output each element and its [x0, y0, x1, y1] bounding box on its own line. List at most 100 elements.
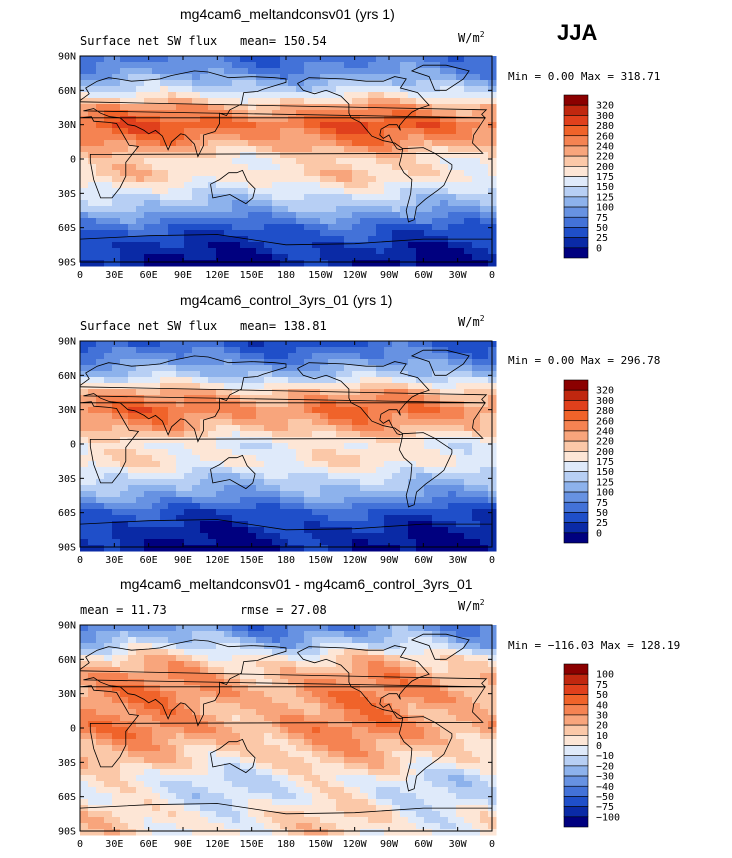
heatmap-cell — [352, 224, 361, 231]
heatmap-cell — [376, 134, 385, 141]
heatmap-cell — [472, 98, 481, 105]
heatmap-cell — [464, 110, 473, 117]
heatmap-cell — [312, 134, 321, 141]
heatmap-cell — [344, 92, 353, 99]
heatmap-cell — [456, 461, 465, 468]
heatmap-cell — [96, 625, 105, 632]
heatmap-cell — [336, 158, 345, 165]
heatmap-cell — [112, 655, 121, 662]
heatmap-cell — [192, 188, 201, 195]
heatmap-cell — [336, 365, 345, 372]
heatmap-cell — [368, 437, 377, 444]
heatmap-cell — [256, 691, 265, 698]
heatmap-cell — [128, 497, 137, 504]
heatmap-cell — [440, 110, 449, 117]
heatmap-cell — [304, 194, 313, 201]
heatmap-cell — [144, 365, 153, 372]
heatmap-cell — [448, 389, 457, 396]
heatmap-cell — [448, 691, 457, 698]
heatmap-cell — [264, 407, 273, 414]
heatmap-cell — [360, 527, 369, 534]
heatmap-cell — [224, 443, 233, 450]
heatmap-cell — [120, 649, 129, 656]
heatmap-cell — [136, 377, 145, 384]
heatmap-cell — [264, 703, 273, 710]
heatmap-cell — [112, 637, 121, 644]
heatmap-cell — [248, 260, 257, 267]
heatmap-cell — [184, 497, 193, 504]
heatmap-cell — [344, 56, 353, 63]
heatmap-cell — [208, 625, 217, 632]
heatmap-cell — [440, 254, 449, 261]
heatmap-cell — [448, 248, 457, 255]
heatmap-cell — [192, 224, 201, 231]
heatmap-cell — [464, 176, 473, 183]
heatmap-cell — [296, 691, 305, 698]
heatmap-cell — [232, 62, 241, 69]
heatmap-cell — [328, 218, 337, 225]
heatmap-cell — [248, 667, 257, 674]
heatmap-cell — [416, 625, 425, 632]
heatmap-cell — [160, 709, 169, 716]
colorbar-swatch — [563, 206, 589, 218]
colorbar-label: 75 — [596, 498, 608, 509]
heatmap-cell — [392, 539, 401, 546]
heatmap-cell — [416, 739, 425, 746]
heatmap-cell — [296, 539, 305, 546]
heatmap-cell — [240, 176, 249, 183]
heatmap-cell — [456, 515, 465, 522]
heatmap-cell — [312, 236, 321, 243]
heatmap-cell — [160, 455, 169, 462]
heatmap-cell — [176, 224, 185, 231]
heatmap-cell — [112, 407, 121, 414]
colorbar-swatch — [563, 104, 589, 116]
heatmap-cell — [376, 347, 385, 354]
heatmap-cell — [192, 443, 201, 450]
heatmap-cell — [472, 152, 481, 159]
heatmap-cell — [480, 649, 489, 656]
heatmap-cell — [272, 383, 281, 390]
heatmap-cell — [120, 545, 129, 552]
heatmap-cell — [456, 401, 465, 408]
heatmap-cell — [248, 68, 257, 75]
heatmap-cell — [144, 661, 153, 668]
colorbar-swatch — [563, 186, 589, 198]
heatmap-cell — [128, 655, 137, 662]
heatmap-cell — [232, 431, 241, 438]
heatmap-cell — [456, 200, 465, 207]
heatmap-cell — [448, 56, 457, 63]
heatmap-cell — [96, 419, 105, 426]
heatmap-cell — [128, 152, 137, 159]
heatmap-cell — [320, 745, 329, 752]
heatmap-cell — [168, 104, 177, 111]
heatmap-cell — [312, 98, 321, 105]
heatmap-cell — [296, 68, 305, 75]
heatmap-cell — [184, 128, 193, 135]
heatmap-cell — [464, 353, 473, 360]
heatmap-cell — [440, 128, 449, 135]
heatmap-cell — [200, 254, 209, 261]
heatmap-cell — [448, 739, 457, 746]
heatmap-cell — [440, 206, 449, 213]
heatmap-cell — [264, 395, 273, 402]
heatmap-cell — [312, 389, 321, 396]
heatmap-cell — [400, 515, 409, 522]
heatmap-cell — [480, 206, 489, 213]
heatmap-cell — [472, 395, 481, 402]
heatmap-cell — [360, 443, 369, 450]
heatmap-cell — [88, 509, 97, 516]
heatmap-cell — [200, 86, 209, 93]
heatmap-cell — [184, 242, 193, 249]
heatmap-cell — [232, 419, 241, 426]
heatmap-cell — [200, 116, 209, 123]
heatmap-cell — [256, 56, 265, 63]
heatmap-cell — [200, 503, 209, 510]
heatmap-cell — [304, 509, 313, 516]
heatmap-cell — [176, 545, 185, 552]
heatmap-cell — [376, 224, 385, 231]
lat-tick-label: 30S — [58, 474, 76, 485]
heatmap-cell — [216, 212, 225, 219]
heatmap-cell — [232, 721, 241, 728]
heatmap-cell — [280, 461, 289, 468]
heatmap-cell — [144, 242, 153, 249]
